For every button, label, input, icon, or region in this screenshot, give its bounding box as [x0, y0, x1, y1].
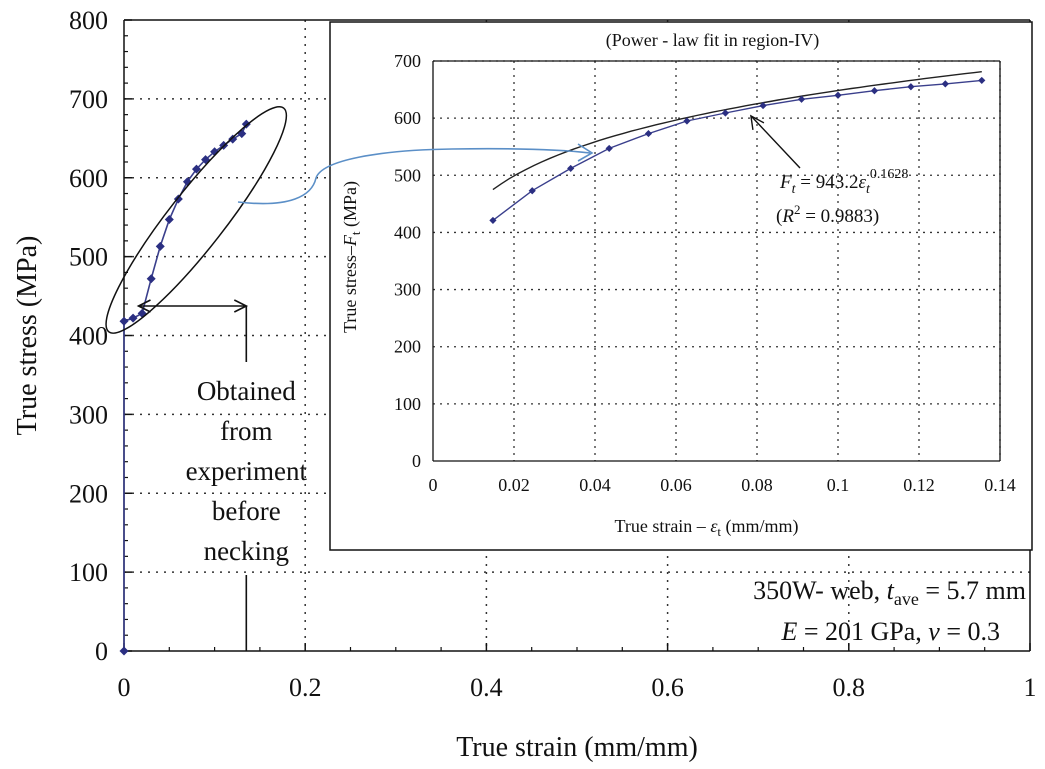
- main-data-point: [119, 646, 129, 656]
- inset-y-tick-label: 100: [394, 394, 421, 414]
- annotation-text-line: from: [220, 416, 272, 446]
- main-y-tick-label: 500: [69, 243, 108, 272]
- inset-x-tick-label: 0.04: [579, 475, 611, 495]
- inset-curves: [492, 71, 982, 221]
- material-info-line1: 350W- web, tave = 5.7 mm: [753, 576, 1026, 609]
- main-x-axis-label: True strain (mm/mm): [456, 732, 698, 763]
- main-y-tick-label: 700: [69, 85, 108, 114]
- fit-r-squared: (R2 = 0.9883): [776, 202, 879, 227]
- main-x-tick-label: 0.2: [289, 673, 322, 702]
- main-x-tick-label: 0.6: [651, 673, 684, 702]
- inset-y-tick-label: 200: [394, 337, 421, 357]
- inset-x-tick-label: 0.1: [827, 475, 850, 495]
- inset-data-point: [978, 76, 986, 85]
- main-data-point: [146, 274, 156, 284]
- fit-pointer-line: [750, 115, 801, 169]
- inset-fit-curve: [492, 71, 982, 191]
- fit-pointer-arrow: [750, 114, 801, 169]
- inset-data-point: [683, 117, 691, 125]
- inset-y-tick-label: 300: [394, 280, 421, 300]
- inset-data-point: [759, 101, 767, 110]
- inset-y-tick-label: 500: [394, 165, 421, 185]
- inset-data-point: [528, 187, 536, 195]
- inset-chart: 0 0.02 0.04 0.06 0.08 0.1 0.12 0.14 0 100 200 300 4…: [329, 21, 1033, 551]
- material-info-line2: E = 201 GPa, ν = 0.3: [780, 617, 1000, 646]
- inset-y-tick-label: 600: [394, 108, 421, 128]
- inset-data-point: [834, 91, 842, 99]
- annotation-text-line: experiment: [186, 456, 308, 486]
- inset-data-points: [489, 76, 986, 225]
- inset-y-axis-label: True stress–Ft (MPa): [340, 181, 363, 333]
- inset-x-tick-label: 0.06: [660, 475, 692, 495]
- necking-annotation: Obtained from experiment before necking: [105, 105, 308, 651]
- main-data-point: [128, 313, 138, 323]
- connector-head: [577, 143, 594, 162]
- inset-x-tick-label: 0: [429, 475, 438, 495]
- main-data-point: [228, 134, 238, 144]
- inset-data-point: [907, 83, 915, 91]
- fit-pointer-head: [750, 114, 765, 130]
- annotation-text-line: Obtained: [197, 376, 296, 406]
- inset-x-axis-label: True strain – εt (mm/mm): [614, 516, 798, 539]
- connector-path: [237, 147, 591, 205]
- annotation-text-line: necking: [204, 536, 289, 566]
- main-y-tick-label: 600: [69, 164, 108, 193]
- main-data-point: [119, 316, 129, 326]
- main-y-tick-labels: 0 100 200 300 400 500 600 700 800: [69, 6, 108, 666]
- inset-x-tick-labels: 0 0.02 0.04 0.06 0.08 0.1 0.12 0.14: [429, 475, 1016, 495]
- main-y-tick-label: 100: [69, 558, 108, 587]
- main-plot-ticks: [123, 19, 1031, 652]
- main-y-axis-label: True stress (MPa): [12, 236, 43, 436]
- range-arrow-left-head: [136, 299, 151, 313]
- annotation-text-line: before: [212, 496, 281, 526]
- inset-axes: [432, 60, 1001, 462]
- inset-data-point: [605, 144, 613, 153]
- inset-data-point: [721, 109, 730, 117]
- inset-x-tick-label: 0.02: [498, 475, 530, 495]
- inset-title: (Power - law fit in region-IV): [606, 30, 819, 51]
- inset-y-tick-labels: 0 100 200 300 400 500 600 700: [394, 51, 421, 471]
- main-x-tick-label: 1: [1024, 673, 1037, 702]
- main-x-tick-label: 0: [118, 673, 131, 702]
- inset-data-curve: [492, 79, 982, 221]
- inset-y-tick-label: 700: [394, 51, 421, 71]
- inset-data-point: [797, 95, 806, 103]
- connector-arrow: [237, 143, 594, 205]
- main-y-tick-label: 400: [69, 322, 108, 351]
- highlight-ellipse: [105, 105, 288, 334]
- inset-data-point: [870, 87, 879, 95]
- inset-data-point: [941, 80, 949, 88]
- inset-x-tick-label: 0.12: [903, 475, 935, 495]
- inset-data-point: [644, 129, 653, 138]
- main-data-point: [241, 119, 251, 129]
- main-x-tick-label: 0.4: [470, 673, 503, 702]
- main-x-tick-label: 0.8: [833, 673, 866, 702]
- inset-y-tick-label: 0: [412, 451, 421, 471]
- inset-y-tick-label: 400: [394, 222, 421, 242]
- main-x-tick-labels: 0 0.2 0.4 0.6 0.8 1: [118, 673, 1037, 702]
- inset-x-tick-label: 0.14: [984, 475, 1016, 495]
- main-data-points: [119, 119, 251, 656]
- inset-border: [329, 21, 1033, 551]
- inset-data-point: [489, 216, 497, 225]
- main-y-tick-label: 800: [69, 6, 108, 35]
- main-data-point: [191, 164, 201, 174]
- main-y-tick-label: 0: [95, 637, 108, 666]
- main-data-point: [237, 129, 247, 139]
- main-data-point: [155, 241, 165, 251]
- fit-equation: Ft = 943.2εt0.1628: [779, 167, 908, 197]
- inset-data-point: [567, 164, 575, 173]
- main-y-tick-label: 300: [69, 400, 108, 429]
- inset-x-tick-label: 0.08: [741, 475, 773, 495]
- main-data-point: [164, 215, 174, 225]
- main-y-tick-label: 200: [69, 479, 108, 508]
